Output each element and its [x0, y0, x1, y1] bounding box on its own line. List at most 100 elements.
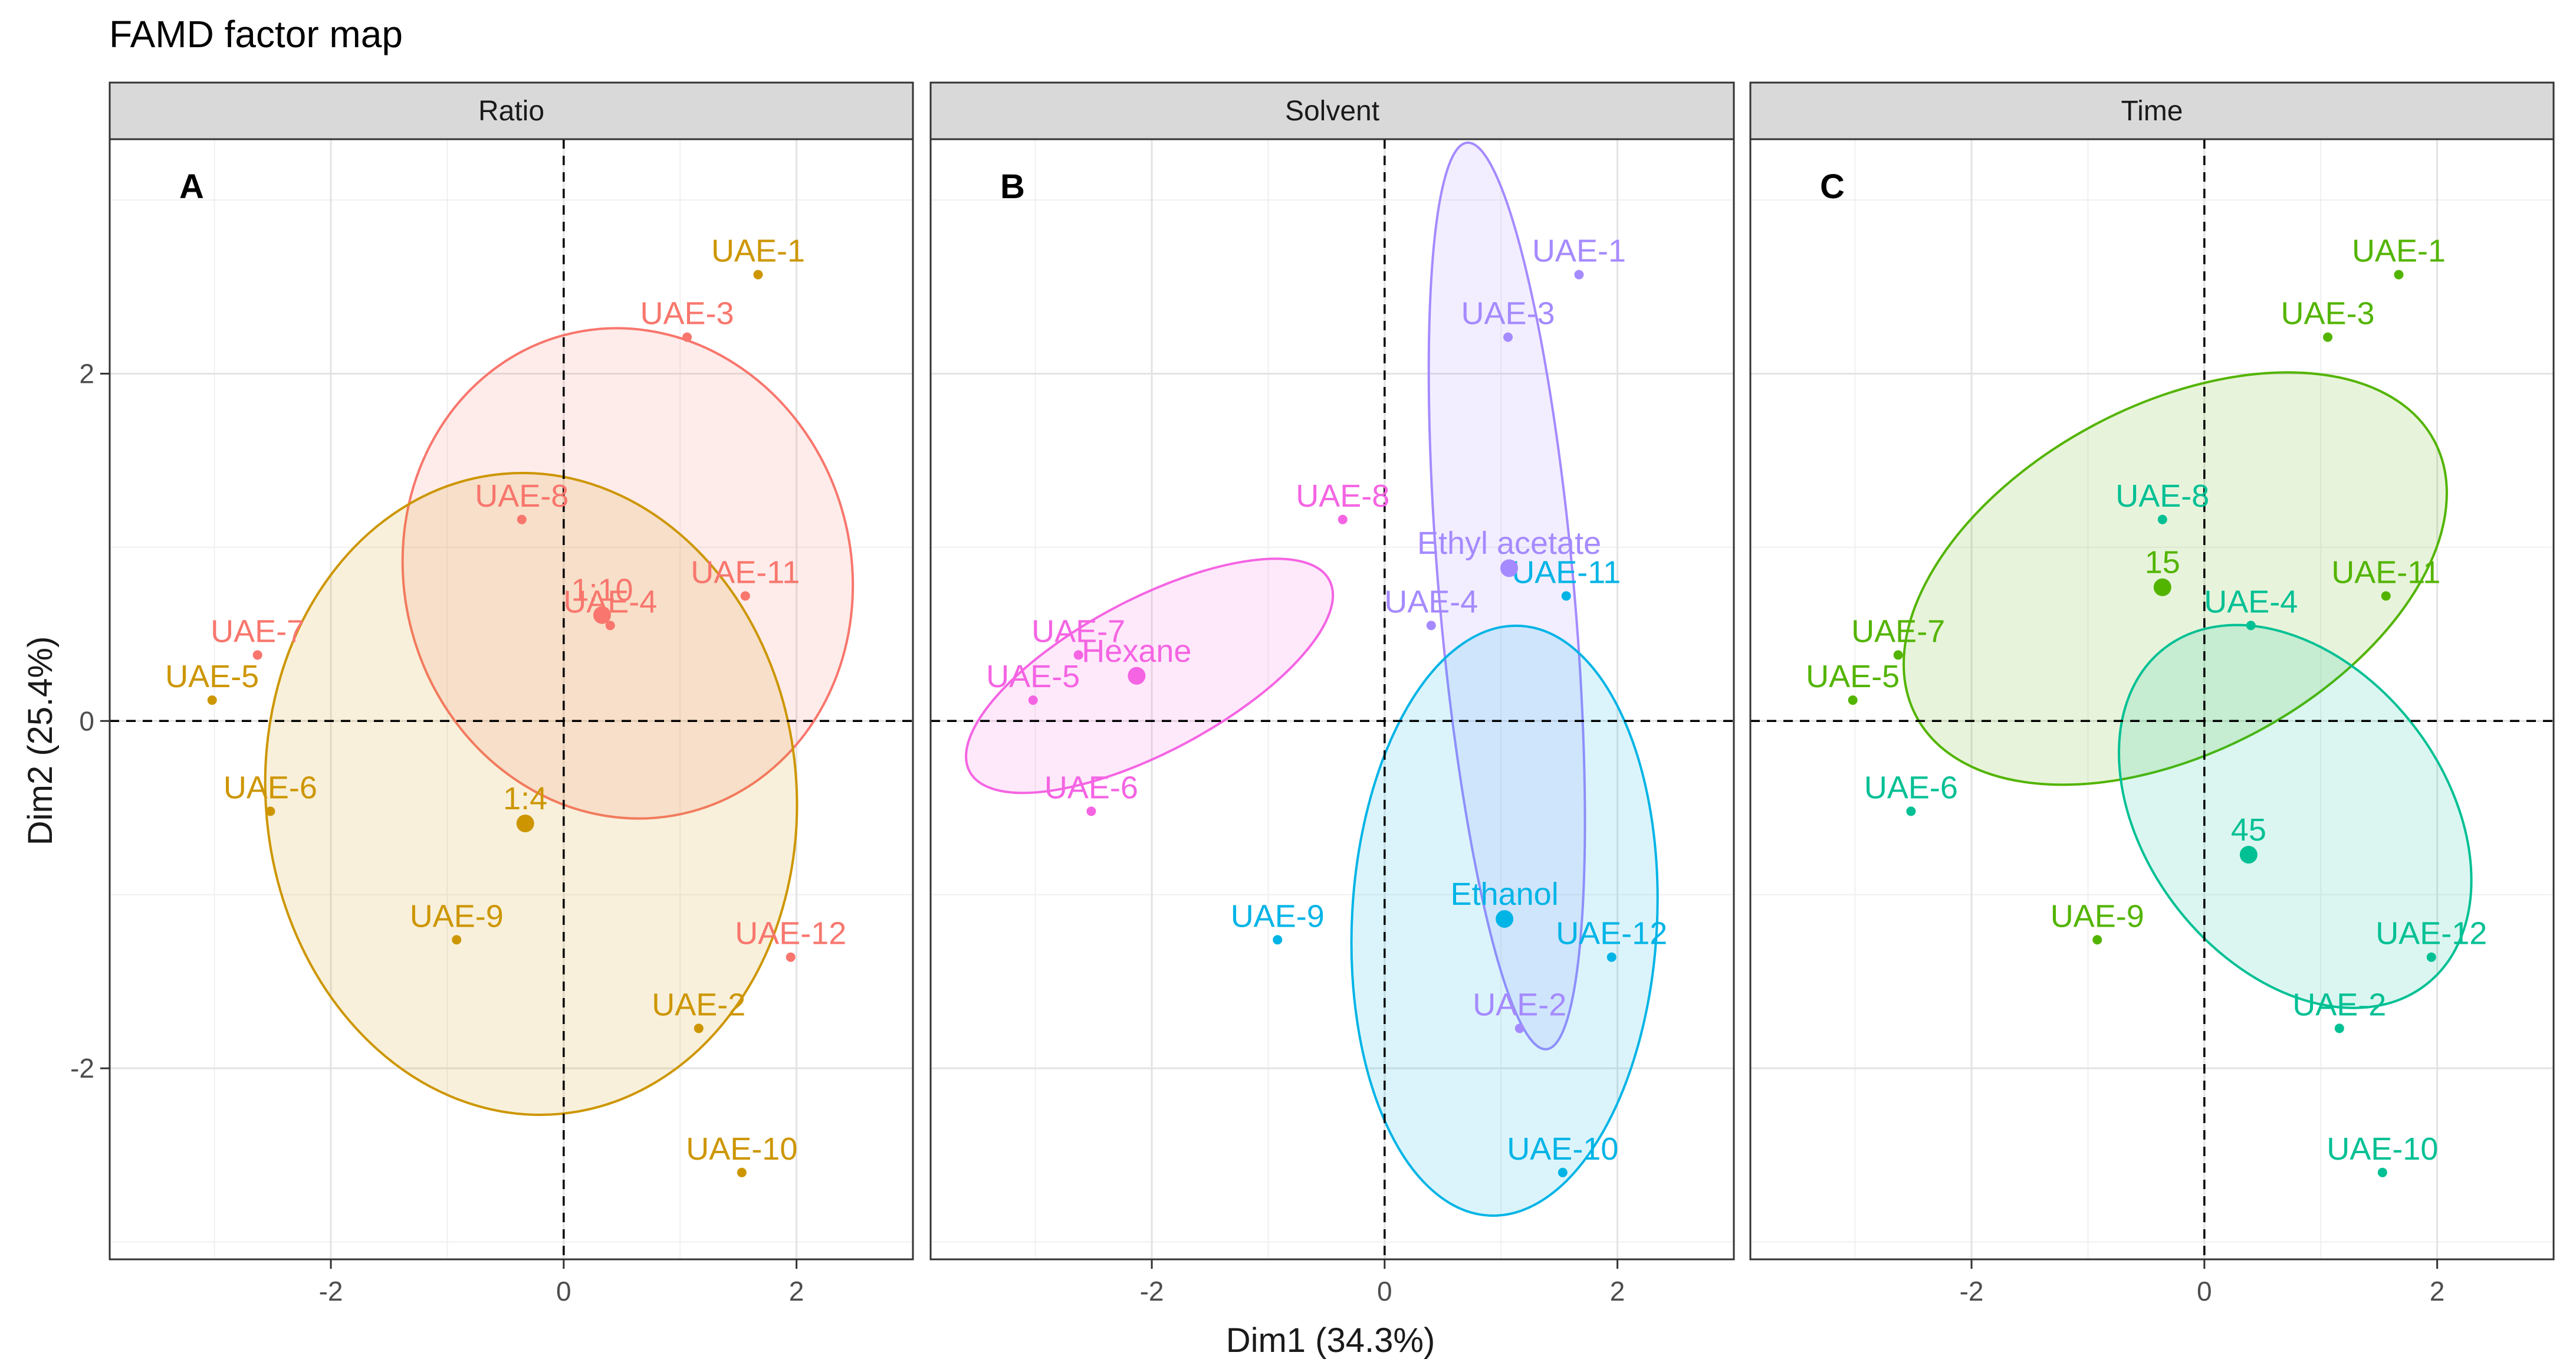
confidence-ellipse-15 [1903, 371, 2448, 786]
data-point-label: UAE-3 [2281, 296, 2375, 331]
data-point [1426, 621, 1436, 631]
data-point-label: UAE-5 [986, 659, 1080, 694]
data-point [265, 806, 275, 816]
x-tick-label: 2 [789, 1276, 804, 1307]
data-point-label: UAE-12 [1556, 916, 1667, 951]
y-tick-label: -2 [70, 1053, 94, 1084]
centroid-point [2153, 578, 2171, 596]
facet-strip-label: Time [2121, 96, 2183, 127]
data-point [1848, 695, 1858, 705]
data-point-label: UAE-11 [1512, 554, 1621, 590]
data-point [1558, 1167, 1568, 1177]
data-point [452, 935, 462, 945]
panel-c: Time UAE-1 UAE-3 UAE-5 UAE-7 UAE-9 UAE-11 UAE-2… [1749, 81, 2555, 1307]
centroid-label: 1:10 [571, 573, 633, 608]
panel-border [929, 138, 1735, 1261]
panel-b: Solvent UAE-1 UAE-2 UAE-3 UAE-4 UAE-9 UAE-10 UA… [929, 81, 1735, 1307]
data-point-label: UAE-9 [1231, 898, 1325, 934]
chart-title: FAMD factor map [109, 13, 403, 55]
data-point-label: UAE-1 [1532, 234, 1626, 269]
x-tick-label: -2 [1960, 1276, 1984, 1307]
centroid-label: Ethanol [1451, 877, 1559, 912]
data-point-label: UAE-10 [1507, 1131, 1618, 1167]
data-point [1338, 514, 1348, 524]
confidence-ellipse-ethyl-acetate [1427, 141, 1586, 1051]
panel-a: RatioUAE-3UAE-4UAE-7UAE-8UAE-11UAE-12UAE… [70, 81, 914, 1307]
x-tick-label: 2 [1610, 1276, 1625, 1307]
data-point-label: UAE-4 [1384, 584, 1478, 619]
data-point-label: UAE-10 [2327, 1131, 2438, 1167]
panel-tag: C [1820, 168, 1845, 206]
x-tick-label: -2 [1140, 1276, 1164, 1307]
centroid-point [2239, 846, 2258, 864]
plot-background [1750, 139, 2554, 1259]
data-point [2157, 514, 2167, 524]
confidence-ellipse-1-10 [401, 327, 855, 820]
data-point-label: UAE-5 [1806, 659, 1900, 694]
data-point [252, 650, 262, 660]
data-point [1028, 695, 1038, 705]
data-point [682, 332, 692, 342]
data-point-label: UAE-4 [2204, 584, 2298, 619]
data-point [2426, 952, 2436, 962]
centroid-point [1496, 910, 1514, 928]
data-point [605, 621, 615, 631]
facet-strip-label: Solvent [1285, 96, 1379, 127]
facet-strip-label: Ratio [478, 96, 544, 127]
centroid-point [593, 606, 611, 624]
data-point [207, 695, 217, 705]
data-point [2323, 332, 2333, 342]
data-point [2381, 591, 2391, 601]
centroid-point [1500, 559, 1519, 577]
x-axis-title: Dim1 (34.3%) [1226, 1321, 1435, 1360]
data-point [737, 1167, 747, 1177]
data-point-label: UAE-3 [640, 296, 734, 331]
data-point-label: UAE-9 [410, 898, 504, 934]
centroid-point [516, 815, 534, 833]
data-point [2394, 270, 2404, 280]
data-point [1273, 935, 1283, 945]
data-point-label: UAE-1 [711, 234, 805, 269]
data-point-label: UAE-6 [1864, 770, 1958, 805]
centroid-label: Hexane [1082, 634, 1191, 669]
plot-background [110, 139, 913, 1259]
data-point-label: UAE-2 [652, 987, 745, 1022]
centroid-label: Ethyl acetate [1417, 526, 1601, 561]
data-point-label: UAE-7 [1031, 613, 1125, 649]
panel-border [109, 138, 914, 1261]
data-point [1514, 1023, 1524, 1033]
data-point-label: UAE-6 [224, 770, 317, 805]
data-point-label: UAE-5 [165, 659, 259, 694]
data-point-label: UAE-7 [1851, 613, 1945, 649]
data-point [1561, 591, 1571, 601]
x-tick-label: 0 [556, 1276, 571, 1307]
data-point-label: UAE-2 [1473, 987, 1566, 1022]
data-point [1073, 650, 1083, 660]
data-point-label: UAE-11 [691, 554, 800, 590]
confidence-ellipse-1-4 [264, 471, 799, 1116]
data-point-label: UAE-9 [2051, 898, 2144, 934]
x-tick-label: 2 [2430, 1276, 2445, 1307]
y-tick-label: 0 [79, 705, 94, 736]
panel-tag: B [1000, 168, 1025, 206]
data-point-label: UAE-12 [2375, 916, 2487, 951]
data-point [1893, 650, 1903, 660]
facet-panels: RatioUAE-3UAE-4UAE-7UAE-8UAE-11UAE-12UAE… [70, 81, 2555, 1307]
facet-strip [1749, 81, 2555, 140]
data-point-label: UAE-12 [735, 916, 846, 951]
data-point [753, 270, 763, 280]
centroid-label: 45 [2231, 812, 2266, 848]
y-tick-label: 2 [79, 358, 94, 389]
data-point [2334, 1023, 2344, 1033]
data-point-label: UAE-1 [2352, 234, 2446, 269]
plot-background [931, 139, 1734, 1259]
confidence-ellipse-hexane [965, 557, 1335, 795]
data-point [740, 591, 750, 601]
centroid-label: 1:4 [503, 781, 547, 816]
data-point [694, 1023, 704, 1033]
data-point-label: UAE-8 [1296, 478, 1389, 514]
data-point [1503, 332, 1513, 342]
data-point [2377, 1167, 2387, 1177]
data-point [1606, 952, 1616, 962]
